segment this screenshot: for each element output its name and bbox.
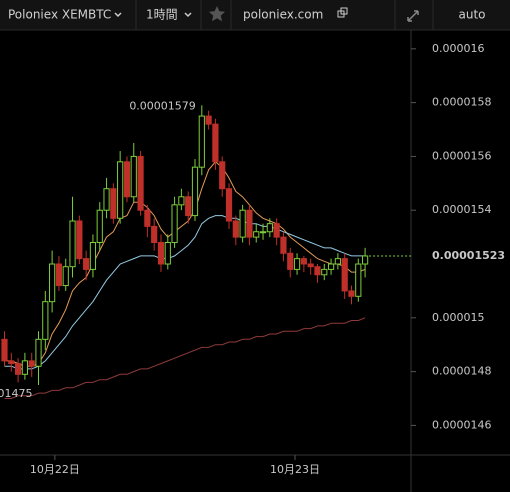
candle-body xyxy=(185,196,192,217)
candle-body xyxy=(205,115,212,125)
candle-body xyxy=(123,161,131,198)
candle-body xyxy=(198,115,205,168)
moving-average xyxy=(4,215,366,370)
candle-body xyxy=(314,266,321,276)
candle-body xyxy=(191,166,199,217)
candle-body xyxy=(117,161,124,219)
candle-body xyxy=(232,220,239,238)
site-link[interactable]: poloniex.com xyxy=(243,7,348,22)
chevron xyxy=(184,12,192,18)
candle-body xyxy=(266,223,273,233)
candle-body xyxy=(83,258,90,270)
candle-body xyxy=(253,231,260,238)
candle-body xyxy=(69,220,76,268)
y-tick-label: 0.0000156 xyxy=(432,149,492,162)
candle-body xyxy=(219,161,226,190)
symbol-button[interactable]: Poloniex XEMBTC xyxy=(8,8,122,22)
candle-body xyxy=(178,196,185,206)
scale-button[interactable]: auto xyxy=(458,8,485,22)
candle-body xyxy=(300,258,307,265)
y-tick-label: 0.0000146 xyxy=(432,418,492,431)
candle-body xyxy=(28,360,35,367)
candle-body xyxy=(287,252,294,270)
candle-body xyxy=(334,258,341,265)
last-price-label: 0.00001523 xyxy=(432,249,505,262)
plot-area xyxy=(1,105,369,399)
y-tick-label: 0.0000148 xyxy=(432,365,492,378)
candle-body xyxy=(96,209,103,243)
symbol[interactable]: Poloniex XEMBTC xyxy=(8,8,111,22)
site[interactable]: poloniex.com xyxy=(243,8,323,22)
candle-body xyxy=(151,225,158,244)
y-tick-label: 0.000016 xyxy=(432,42,485,55)
candle-body xyxy=(62,266,69,287)
candle-body xyxy=(280,236,287,254)
price-annotation: 0.00001579 xyxy=(129,99,195,112)
candle-body xyxy=(157,242,165,265)
x-tick-label: 10月23日 xyxy=(270,463,320,476)
candle-body xyxy=(1,338,8,362)
candle-body xyxy=(225,188,233,222)
candle-body xyxy=(246,209,253,238)
candle-body xyxy=(42,301,49,340)
candle-body xyxy=(76,220,83,260)
candle-body xyxy=(327,263,335,270)
candle-body xyxy=(144,209,151,227)
price-annotation: 0.00001475 xyxy=(0,387,33,400)
toolbar: Poloniex XEMBTC 1時間 poloniex.com auto xyxy=(0,0,510,31)
toolbar-bg xyxy=(0,0,510,30)
candle-body xyxy=(259,231,267,234)
y-tick-label: 0.0000154 xyxy=(432,203,492,216)
candle-body xyxy=(55,263,63,287)
interval[interactable]: 1時間 xyxy=(146,8,178,22)
candle-body xyxy=(137,155,144,211)
interval-button[interactable]: 1時間 xyxy=(146,8,192,22)
y-tick-label: 0.0000158 xyxy=(432,96,492,109)
y-tick-label: 0.000015 xyxy=(432,311,485,324)
candle-body xyxy=(110,188,117,219)
candle-body xyxy=(89,242,97,270)
candle-body xyxy=(321,268,328,276)
fullscreen-button[interactable] xyxy=(407,10,419,22)
candle-body xyxy=(21,360,29,375)
candle-body xyxy=(14,363,22,375)
moving-average xyxy=(4,317,366,399)
candle-body xyxy=(239,209,246,238)
candle-body xyxy=(8,360,15,365)
candle-body xyxy=(212,123,219,163)
candle-body xyxy=(103,188,110,211)
last-price-box xyxy=(412,247,510,264)
chevron xyxy=(114,12,122,18)
candle-body xyxy=(164,242,171,265)
candle-body xyxy=(35,338,42,367)
candle-body xyxy=(49,263,56,303)
favorite-star[interactable] xyxy=(209,6,225,22)
candle-body xyxy=(130,155,137,198)
candle-body xyxy=(293,258,301,270)
moving-average xyxy=(4,161,366,367)
x-tick-label: 10月22日 xyxy=(30,463,80,476)
candle-body xyxy=(171,204,178,243)
candle-body xyxy=(361,255,369,265)
candle-body xyxy=(273,223,280,238)
candle-body xyxy=(355,263,362,297)
candle-body xyxy=(341,258,348,292)
candle-body xyxy=(307,263,314,268)
candle-body xyxy=(348,290,355,297)
external-icon xyxy=(340,7,348,15)
